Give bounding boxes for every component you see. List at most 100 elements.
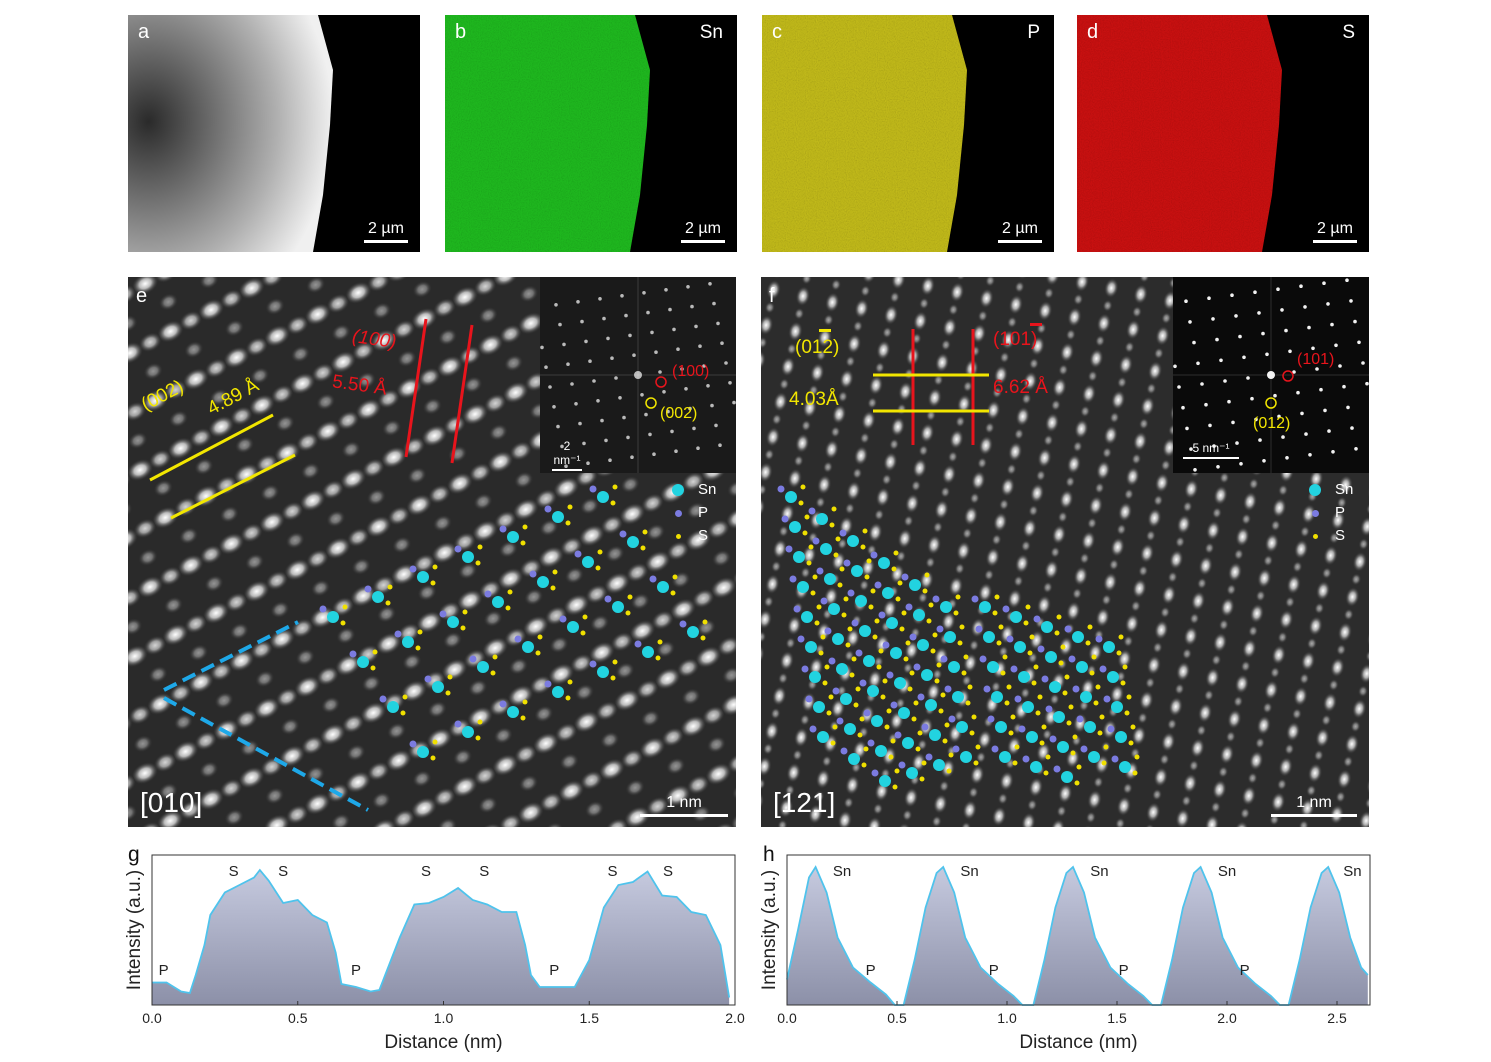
- fft-scale-bar: 2 nm⁻¹: [552, 439, 582, 471]
- atom-p: [484, 590, 492, 598]
- atom-s: [507, 589, 513, 595]
- atom-s: [800, 484, 806, 490]
- y-axis-label: Intensity (a.u.): [124, 870, 145, 990]
- atom-p: [1099, 665, 1107, 673]
- diffraction-spot: [540, 345, 544, 350]
- atom-s: [1070, 750, 1076, 756]
- atom-p: [1045, 705, 1053, 713]
- atom-s: [829, 522, 835, 528]
- atom-p: [1068, 655, 1076, 663]
- diffraction-spot: [642, 291, 646, 295]
- atom-s: [477, 719, 483, 725]
- atom-s: [880, 694, 886, 700]
- atom-p: [979, 655, 987, 663]
- diffraction-spot: [1200, 382, 1204, 386]
- diffraction-spot: [1319, 387, 1323, 392]
- diffraction-spot: [620, 294, 624, 298]
- legend-item: P: [1309, 501, 1353, 524]
- atom-s: [907, 686, 913, 692]
- atom-s: [625, 610, 631, 616]
- diffraction-spot: [548, 385, 552, 389]
- diffraction-spot: [562, 342, 566, 347]
- atom-p: [843, 559, 851, 567]
- atom-s: [552, 569, 558, 575]
- atom-sn: [894, 677, 906, 689]
- atom-s: [1074, 780, 1080, 786]
- atom-s: [894, 768, 900, 774]
- atom-s: [975, 744, 981, 750]
- diffraction-spot: [598, 297, 602, 301]
- atom-sn: [1072, 631, 1084, 643]
- atom-sn: [793, 551, 805, 563]
- atom-sn: [890, 647, 902, 659]
- atom-sn: [902, 737, 914, 749]
- atom-s: [1134, 754, 1140, 760]
- atom-sn: [960, 751, 972, 763]
- atom-p: [909, 633, 917, 641]
- diffraction-spot: [698, 344, 702, 348]
- atom-s: [961, 670, 967, 676]
- diffraction-spot: [1296, 390, 1300, 395]
- diffraction-spot: [1349, 299, 1353, 303]
- atom-sn: [1103, 641, 1115, 653]
- atom-s: [1122, 664, 1128, 670]
- x-tick-label: 1.0: [434, 1010, 454, 1026]
- panel-letter: h: [763, 843, 775, 866]
- atom-sn: [948, 661, 960, 673]
- atom-s: [798, 500, 804, 506]
- atom-s: [998, 624, 1004, 630]
- atom-s: [903, 656, 909, 662]
- diffraction-spot: [1303, 305, 1307, 309]
- atom-p: [944, 685, 952, 693]
- atom-s: [948, 752, 954, 758]
- atom-p: [364, 585, 372, 593]
- atom-s: [818, 650, 824, 656]
- diffraction-spot: [596, 399, 600, 403]
- atom-s: [1012, 760, 1018, 766]
- atom-s: [919, 776, 925, 782]
- x-tick-label: 1.0: [997, 1010, 1017, 1026]
- atom-sn: [1111, 701, 1123, 713]
- atom-p: [1103, 695, 1111, 703]
- atom-p: [1002, 605, 1010, 613]
- atom-s: [866, 558, 872, 564]
- diffraction-spot: [1304, 432, 1308, 436]
- diffraction-spot: [648, 432, 652, 437]
- atom-sn: [987, 661, 999, 673]
- atom-sn: [1041, 621, 1053, 633]
- atom-p: [921, 723, 929, 731]
- atom-sn: [855, 595, 867, 607]
- atom-s: [861, 762, 867, 768]
- atom-s: [1056, 614, 1062, 620]
- atom-sn: [816, 513, 828, 525]
- atom-sn: [417, 746, 429, 758]
- atom-p: [917, 693, 925, 701]
- diffraction-spot: [1338, 364, 1342, 368]
- atom-p: [785, 545, 793, 553]
- diffraction-spot: [1327, 429, 1331, 433]
- atom-p: [936, 625, 944, 633]
- atom-s: [810, 590, 816, 596]
- diffraction-spot: [1267, 371, 1275, 379]
- atom-sn: [1057, 741, 1069, 753]
- atom-s: [897, 580, 903, 586]
- diffraction-spot: [1311, 346, 1315, 351]
- atom-s: [597, 549, 603, 555]
- x-tick-label: 1.5: [580, 1010, 600, 1026]
- diffraction-spot: [1292, 370, 1296, 374]
- atom-p-marker: [1311, 509, 1319, 517]
- atom-s: [535, 650, 541, 656]
- peak-label: Sn: [1090, 863, 1108, 880]
- diffraction-spot: [716, 321, 720, 326]
- atom-sn: [824, 573, 836, 585]
- diffraction-spot: [658, 370, 662, 374]
- peak-label: P: [1119, 962, 1129, 979]
- diffraction-spot: [578, 421, 582, 426]
- atom-s: [870, 588, 876, 594]
- atom-sn: [836, 663, 848, 675]
- atom-s: [612, 659, 618, 665]
- diffraction-spot: [574, 402, 578, 406]
- atom-sn: [1018, 671, 1030, 683]
- atom-p: [454, 720, 462, 728]
- atom-s: [505, 605, 511, 611]
